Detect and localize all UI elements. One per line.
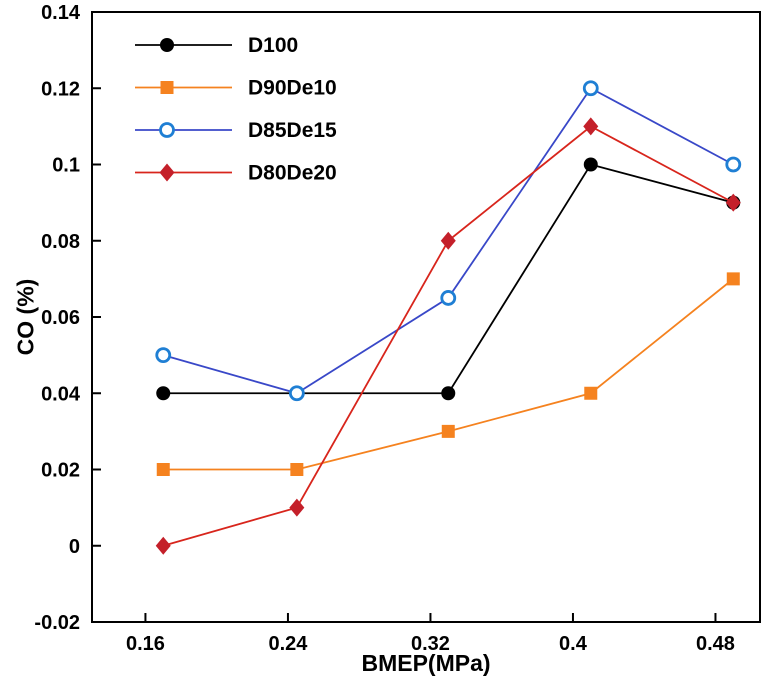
series-line-D100: [163, 163, 734, 395]
marker-D85De15: [159, 122, 175, 138]
marker-D90De10: [290, 463, 304, 476]
marker-D85De15: [582, 80, 599, 97]
x-axis-label: BMEP(MPa): [361, 650, 491, 676]
marker-D85De15: [725, 156, 742, 173]
marker-D85De15: [155, 347, 172, 364]
marker-D80De20: [155, 536, 171, 555]
y-tick-label: 0.08: [41, 231, 80, 253]
legend-label-D80De20: D80De20: [248, 162, 337, 185]
y-tick-label: 0.02: [41, 460, 80, 482]
legend-label-D100: D100: [248, 34, 298, 57]
x-tick-label: 0.32: [411, 633, 450, 655]
marker-D100: [156, 386, 171, 401]
y-tick-label: 0.1: [52, 155, 80, 177]
y-tick-label: -0.02: [34, 612, 80, 634]
marker-D80De20: [289, 498, 305, 517]
y-tick-label: 0: [69, 536, 80, 558]
marker-D85De15: [440, 290, 457, 306]
plot-frame: [91, 11, 761, 623]
marker-D90De10: [726, 272, 740, 286]
legend-label-D90De10: D90De10: [248, 77, 337, 100]
marker-D80De20: [440, 231, 456, 250]
marker-D90De10: [160, 81, 174, 94]
series-line-D90De10: [163, 278, 734, 471]
marker-D90De10: [584, 386, 598, 400]
y-axis-label: CO (%): [12, 278, 39, 356]
x-tick-label: 0.48: [696, 633, 735, 655]
marker-D90De10: [156, 463, 170, 476]
marker-D80De20: [725, 193, 741, 212]
y-tick-label: 0.04: [41, 383, 81, 405]
marker-D85De15: [288, 385, 305, 402]
x-tick-label: 0.16: [126, 633, 165, 655]
y-tick-label: 0.06: [41, 307, 80, 329]
x-tick-label: 0.4: [559, 633, 588, 655]
marker-D90De10: [441, 424, 455, 438]
y-tick-label: 0.14: [41, 2, 81, 24]
marker-D100: [160, 38, 174, 52]
series-line-D80De20: [163, 125, 734, 547]
marker-D80De20: [583, 117, 599, 136]
y-tick-label: 0.12: [41, 78, 80, 100]
x-tick-label: 0.24: [268, 633, 308, 655]
marker-D100: [441, 386, 456, 401]
marker-D100: [583, 157, 598, 172]
marker-D80De20: [159, 163, 175, 182]
legend-label-D85De15: D85De15: [248, 119, 337, 142]
